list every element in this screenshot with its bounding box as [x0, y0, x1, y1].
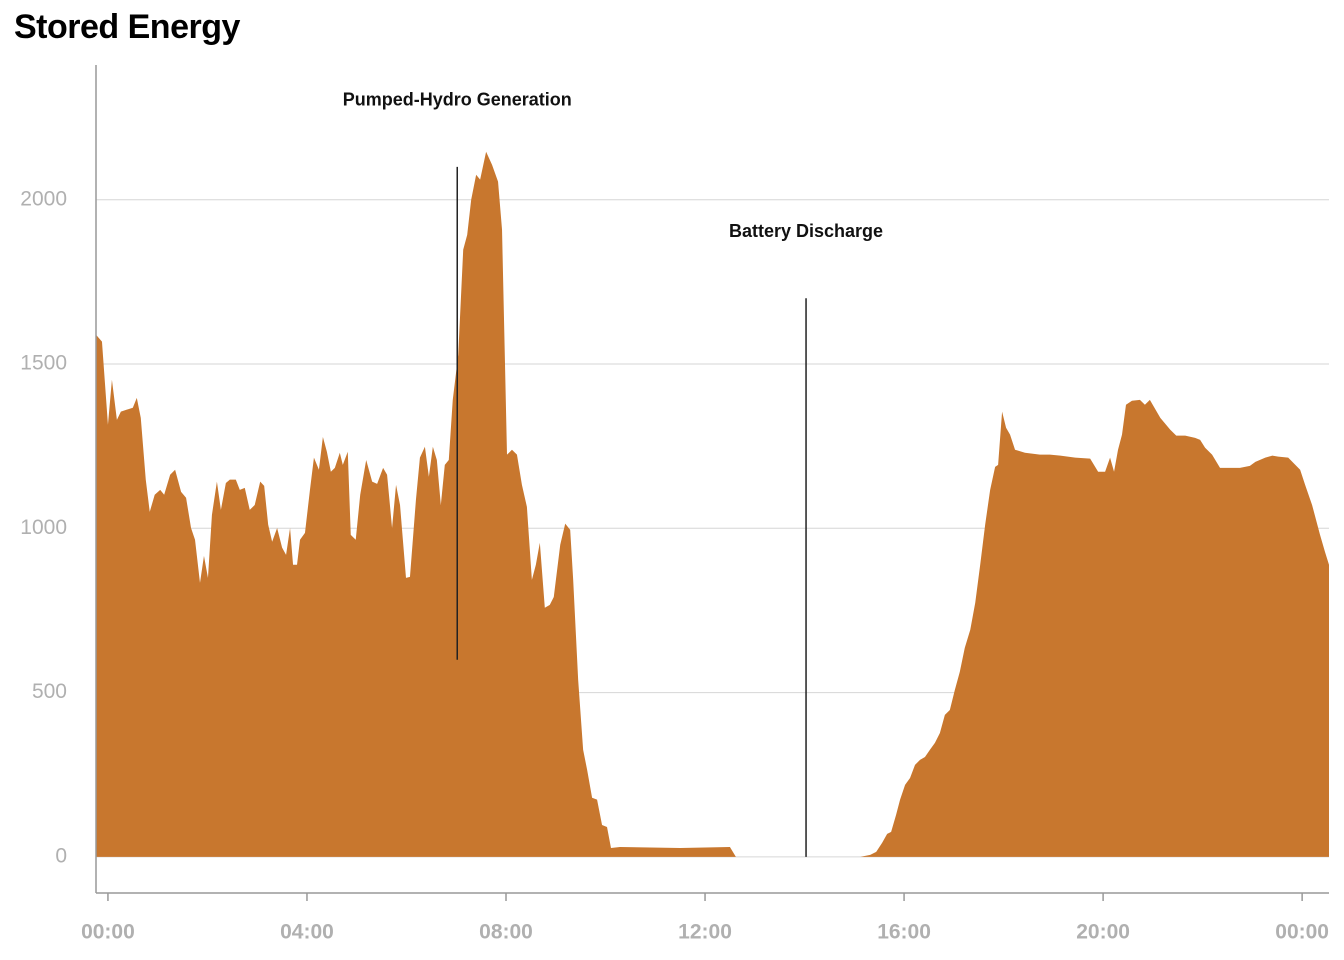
- x-tick-label: 20:00: [1076, 921, 1130, 944]
- x-tick-label: 00:00: [1275, 921, 1329, 944]
- area: [96, 151, 1329, 857]
- y-tick-label: 0: [55, 844, 67, 867]
- x-tick-label: 00:00: [81, 921, 135, 944]
- x-tick-label: 08:00: [479, 921, 533, 944]
- y-tick-label: 2000: [20, 187, 67, 210]
- x-tick-label: 04:00: [280, 921, 334, 944]
- y-tick-label: 1500: [20, 352, 67, 375]
- y-tick-label: 1000: [20, 516, 67, 539]
- y-tick-label: 500: [32, 680, 67, 703]
- annotation-label: Battery Discharge: [729, 221, 883, 241]
- annotation-label: Pumped-Hydro Generation: [343, 90, 572, 110]
- chart-title: Stored Energy: [14, 8, 240, 46]
- x-tick-label: 16:00: [877, 921, 931, 944]
- x-tick-label: 12:00: [678, 921, 732, 944]
